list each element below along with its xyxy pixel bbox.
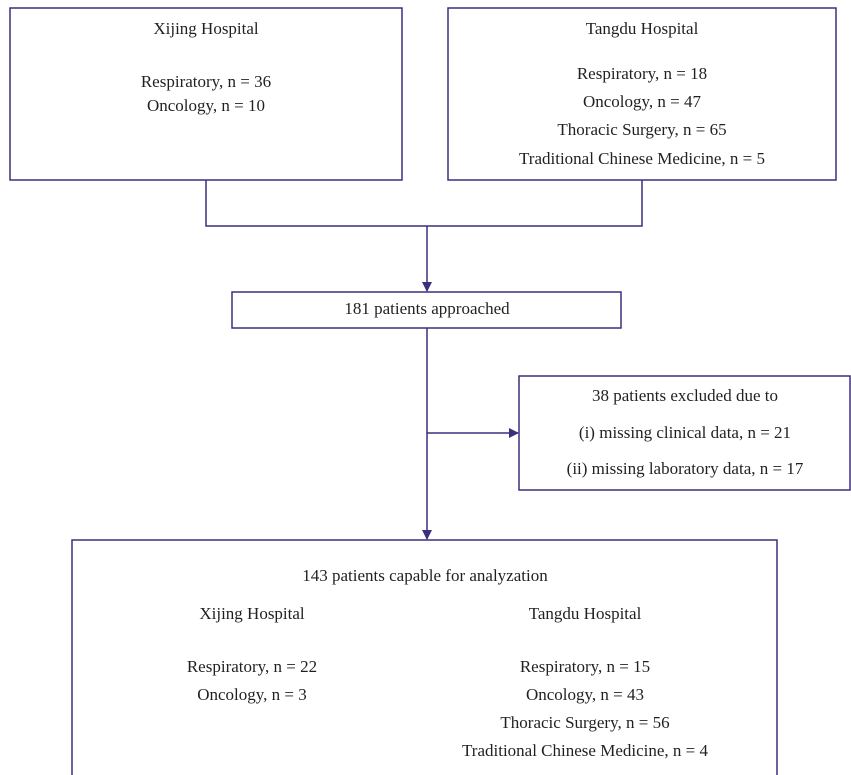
box-line: Respiratory, n = 36 bbox=[141, 72, 271, 91]
connector bbox=[205, 180, 643, 227]
box-line: Respiratory, n = 18 bbox=[577, 64, 707, 83]
box-title: 181 patients approached bbox=[344, 299, 510, 318]
box-line: Respiratory, n = 22 bbox=[187, 657, 317, 676]
box-line: Oncology, n = 10 bbox=[147, 96, 265, 115]
column-title: Xijing Hospital bbox=[199, 604, 305, 623]
box-line: Traditional Chinese Medicine, n = 5 bbox=[519, 149, 765, 168]
box-analyzed bbox=[71, 539, 778, 775]
box-line: Oncology, n = 3 bbox=[197, 685, 307, 704]
box-line: Thoracic Surgery, n = 65 bbox=[557, 120, 726, 139]
box-title: 38 patients excluded due to bbox=[592, 386, 778, 405]
box-title: Tangdu Hospital bbox=[586, 19, 699, 38]
box-title: 143 patients capable for analyzation bbox=[302, 566, 548, 585]
column-title: Tangdu Hospital bbox=[529, 604, 642, 623]
box-line: Oncology, n = 43 bbox=[526, 685, 644, 704]
box-line: Traditional Chinese Medicine, n = 4 bbox=[462, 741, 708, 760]
box-title: Xijing Hospital bbox=[153, 19, 259, 38]
box-line: (i) missing clinical data, n = 21 bbox=[579, 423, 791, 442]
box-line: Respiratory, n = 15 bbox=[520, 657, 650, 676]
box-excluded bbox=[518, 375, 851, 491]
box-line: (ii) missing laboratory data, n = 17 bbox=[567, 459, 804, 478]
box-line: Thoracic Surgery, n = 56 bbox=[500, 713, 669, 732]
box-line: Oncology, n = 47 bbox=[583, 92, 702, 111]
